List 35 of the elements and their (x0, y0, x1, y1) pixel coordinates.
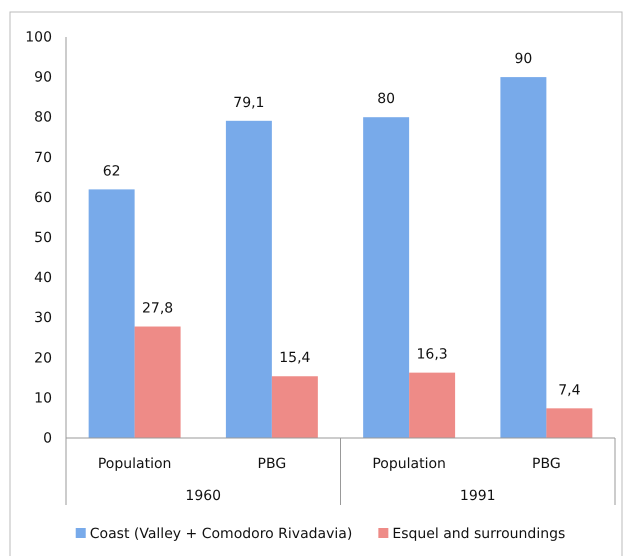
y-tick-label: 60 (34, 190, 52, 206)
y-tick-label: 70 (34, 150, 52, 166)
data-label: 15,4 (279, 350, 311, 366)
data-label: 80 (377, 91, 396, 108)
data-label: 27,8 (142, 300, 174, 317)
bar (272, 376, 318, 438)
y-tick-label: 100 (25, 29, 52, 46)
data-label: 79,1 (233, 94, 264, 111)
legend-label: Coast (Valley + Comodoro Rivadavia) (90, 526, 352, 542)
y-tick-label: 80 (34, 110, 52, 126)
bar (500, 77, 546, 438)
text: 1960 (185, 488, 222, 504)
text: 1991 (460, 488, 496, 504)
bar (363, 117, 410, 438)
y-tick-label: 0 (43, 430, 52, 446)
bar (88, 189, 135, 438)
y-tick-label: 10 (34, 390, 52, 406)
y-tick-label: 90 (34, 70, 52, 86)
y-tick-label: 50 (34, 230, 52, 246)
x-tick-label: Population (98, 456, 172, 472)
x-tick-label: Population (372, 456, 446, 472)
bar (409, 372, 456, 438)
data-label: 90 (514, 51, 532, 68)
bar (134, 326, 181, 438)
data-label: 62 (102, 163, 121, 180)
data-label: 7,4 (558, 382, 581, 398)
x-tick-label: PBG (258, 456, 286, 472)
data-label: 16,3 (416, 346, 448, 363)
legend-label: Esquel and surroundings (392, 526, 566, 542)
bar (226, 120, 272, 438)
bar (546, 408, 592, 438)
y-tick-label: 30 (34, 310, 52, 326)
y-tick-label: 20 (34, 350, 52, 366)
x-tick-label: PBG (532, 456, 561, 472)
y-tick-label: 40 (34, 270, 52, 286)
